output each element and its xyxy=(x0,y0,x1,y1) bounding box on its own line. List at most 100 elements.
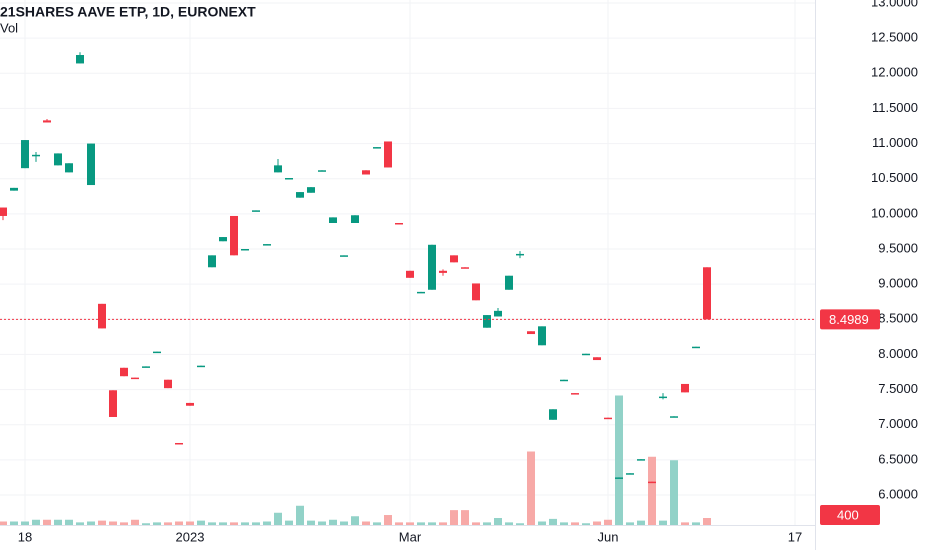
candle-body xyxy=(186,402,194,406)
volume-bar xyxy=(318,521,326,525)
candle-body xyxy=(142,366,150,368)
candle-body xyxy=(692,346,700,349)
y-tick-label: 12.5000 xyxy=(871,30,918,45)
volume-bar xyxy=(142,523,150,525)
candle-body xyxy=(637,459,645,461)
volume-bar xyxy=(439,522,447,525)
last-volume-label: 400 xyxy=(837,507,859,522)
volume-bar xyxy=(274,512,282,525)
volume-bar xyxy=(472,522,480,525)
candle-body xyxy=(87,143,95,186)
candle-body xyxy=(175,442,183,445)
volume-bar xyxy=(538,521,546,525)
volume-bar xyxy=(54,519,62,525)
candle-body xyxy=(263,244,271,246)
candle-body xyxy=(76,55,84,64)
last-price-tag xyxy=(820,309,880,330)
marks xyxy=(0,52,815,525)
volume-bar xyxy=(131,519,139,525)
volume-bar xyxy=(351,516,359,525)
candle-body xyxy=(120,367,128,377)
volume-bar xyxy=(230,522,238,525)
volume-bar xyxy=(153,522,161,525)
volume-bar xyxy=(10,521,18,525)
y-tick-label: 7.0000 xyxy=(878,416,918,431)
candle-body xyxy=(681,383,689,393)
y-tick-label: 7.5000 xyxy=(878,381,918,396)
candle-body xyxy=(230,215,238,256)
volume-bar xyxy=(626,522,634,525)
candle-body xyxy=(615,477,623,479)
candle-body xyxy=(32,154,40,157)
candle-body xyxy=(373,147,381,149)
volume-bar xyxy=(21,521,29,525)
volume-bar xyxy=(703,518,711,525)
x-tick-label: 2023 xyxy=(176,529,205,544)
y-tick-label: 11.0000 xyxy=(872,135,918,150)
volume-bar xyxy=(197,520,205,525)
y-tick-label: 6.5000 xyxy=(878,451,918,466)
volume-bar xyxy=(340,521,348,525)
volume-bar xyxy=(0,521,7,525)
volume-bar xyxy=(164,522,172,525)
candle-body xyxy=(153,351,161,354)
volume-bar xyxy=(483,522,491,525)
last-price-label: 8.4989 xyxy=(829,312,869,327)
volume-bar xyxy=(241,522,249,525)
candle-body xyxy=(274,165,282,173)
candle-body xyxy=(428,244,436,290)
y-tick-label: 9.0000 xyxy=(878,276,918,291)
volume-bar xyxy=(670,460,678,525)
volume-bar xyxy=(527,451,535,525)
volume-bar xyxy=(582,523,590,525)
candle-body xyxy=(527,331,535,335)
volume-bar xyxy=(494,518,502,525)
volume-bar xyxy=(373,522,381,525)
candle-body xyxy=(197,365,205,368)
axes: 6.0000 6.5000 7.0000 7.5000 8.0000 8.5000 9.00… xyxy=(18,0,918,544)
candle-body xyxy=(593,357,601,361)
volume-bar xyxy=(175,521,183,525)
y-tick-label: 10.5000 xyxy=(871,170,918,185)
candle-body xyxy=(252,210,260,212)
volume-legend: Vol xyxy=(0,20,18,35)
candle-body xyxy=(560,379,568,382)
volume-bar xyxy=(186,521,194,525)
grid xyxy=(0,0,815,525)
y-tick-label: 9.5000 xyxy=(878,240,918,255)
volume-bar xyxy=(516,523,524,525)
volume-bar xyxy=(329,519,337,525)
candle-body xyxy=(472,283,480,301)
volume-bar xyxy=(428,522,436,525)
candle-body xyxy=(98,303,106,329)
candle-body xyxy=(450,255,458,263)
volume-bar xyxy=(549,518,557,525)
candle-body xyxy=(571,393,579,395)
candle-body xyxy=(626,473,634,475)
candle-body xyxy=(208,255,216,268)
y-tick-label: 13.0000 xyxy=(871,0,918,9)
volume-bar xyxy=(32,519,40,525)
last-volume-tag xyxy=(820,505,880,525)
x-tick-label: 17 xyxy=(788,529,802,544)
candle-body xyxy=(54,153,62,166)
volume-bar xyxy=(43,519,51,525)
candle-body xyxy=(219,237,227,242)
volume-bar xyxy=(417,522,425,525)
candle-body xyxy=(43,120,51,123)
volume-bar xyxy=(395,522,403,525)
candle-body xyxy=(395,222,403,225)
volume-bar xyxy=(648,456,656,525)
y-tick-label: 10.0000 xyxy=(871,205,918,220)
candle-body xyxy=(285,178,293,180)
candle-body xyxy=(516,253,524,256)
volume-bar xyxy=(109,521,117,525)
candle-body xyxy=(406,270,414,278)
x-tick-label: 18 xyxy=(18,529,32,544)
chart-title: 21SHARES AAVE ETP, 1D, EURONEXT xyxy=(0,4,256,20)
volume-bar xyxy=(296,505,304,525)
candle-body xyxy=(10,187,18,191)
x-tick-label: Jun xyxy=(598,529,619,544)
candle-body xyxy=(670,416,678,418)
